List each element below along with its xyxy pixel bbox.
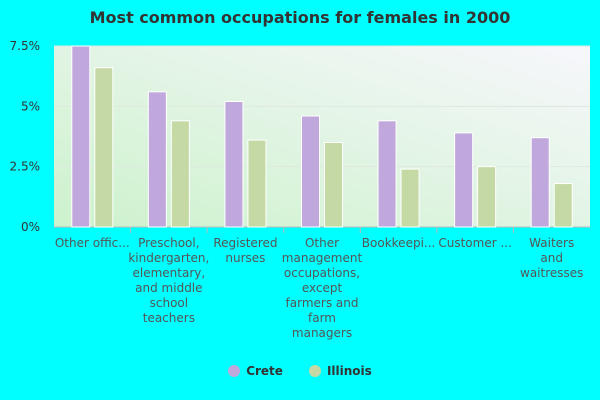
legend-item-crete: Crete [228,364,283,378]
bar-crete [377,120,397,228]
bar-crete [301,115,320,228]
x-tick-label-line: kindergarten, [128,251,209,265]
x-tick-label: Bookkeepi... [362,236,436,250]
x-tick-label-line: waitresses [520,266,583,280]
bar-illinois [553,183,573,228]
legend: Crete Illinois [0,364,600,378]
x-tick-label: Preschool, kindergarten, elementary, and mi… [128,236,209,325]
bar-crete [530,137,550,228]
bar-illinois [247,139,267,228]
x-tick-label: Registered nurses [213,236,277,265]
x-tick-label-line: Registered [213,236,277,250]
x-tick-label-line: Preschool, [138,236,199,250]
plot-area [54,46,590,227]
x-tick-label-line: nurses [225,251,265,265]
chart-title: Most common occupations for females in 2… [89,8,511,27]
bar-crete [454,132,474,228]
x-tick-label: Waiters and waitresses [520,236,583,280]
x-tick-label-line: school [150,296,188,310]
y-tick-label: 7.5% [10,39,41,53]
x-tick-label-line: Customer ... [438,236,512,250]
bar-illinois [324,142,343,228]
legend-item-illinois: Illinois [308,364,372,378]
bar-illinois [477,166,497,228]
x-tick-label-line: teachers [143,311,195,325]
y-tick-label: 0% [21,220,40,234]
x-tick-label-line: elementary, [133,266,206,280]
y-tick-label: 2.5% [10,160,41,174]
legend-label-illinois: Illinois [326,364,372,378]
legend-label-crete: Crete [246,364,283,378]
bar-illinois [400,168,420,228]
bar-crete [147,91,167,228]
x-tick-label: Other offic... [55,236,130,250]
x-tick-label-line: farm [308,311,336,325]
x-tick-label: Customer ... [438,236,512,250]
x-tick-label-line: managers [292,326,352,340]
x-tick-label-line: management [282,251,363,265]
x-tick-label-line: except [302,281,343,295]
bar-crete [71,45,91,228]
bar-illinois [94,67,114,228]
legend-swatch-illinois [308,365,321,377]
x-tick-label: Other management occupations, except farmers… [282,236,363,340]
x-tick-label-line: Other offic... [55,236,130,250]
bar-crete [224,101,244,228]
x-tick-label-line: and [540,251,563,265]
x-tick-label-line: and middle [135,281,202,295]
x-tick-label-line: Bookkeepi... [362,236,436,250]
legend-swatch-crete [228,365,241,377]
x-tick-label-line: farmers and [286,296,359,310]
x-tick-label-line: Waiters [529,236,574,250]
bar-illinois [170,120,190,228]
y-tick-label: 5% [21,99,40,113]
x-tick-label-line: occupations, [284,266,360,280]
x-tick-label-line: Other [305,236,339,250]
